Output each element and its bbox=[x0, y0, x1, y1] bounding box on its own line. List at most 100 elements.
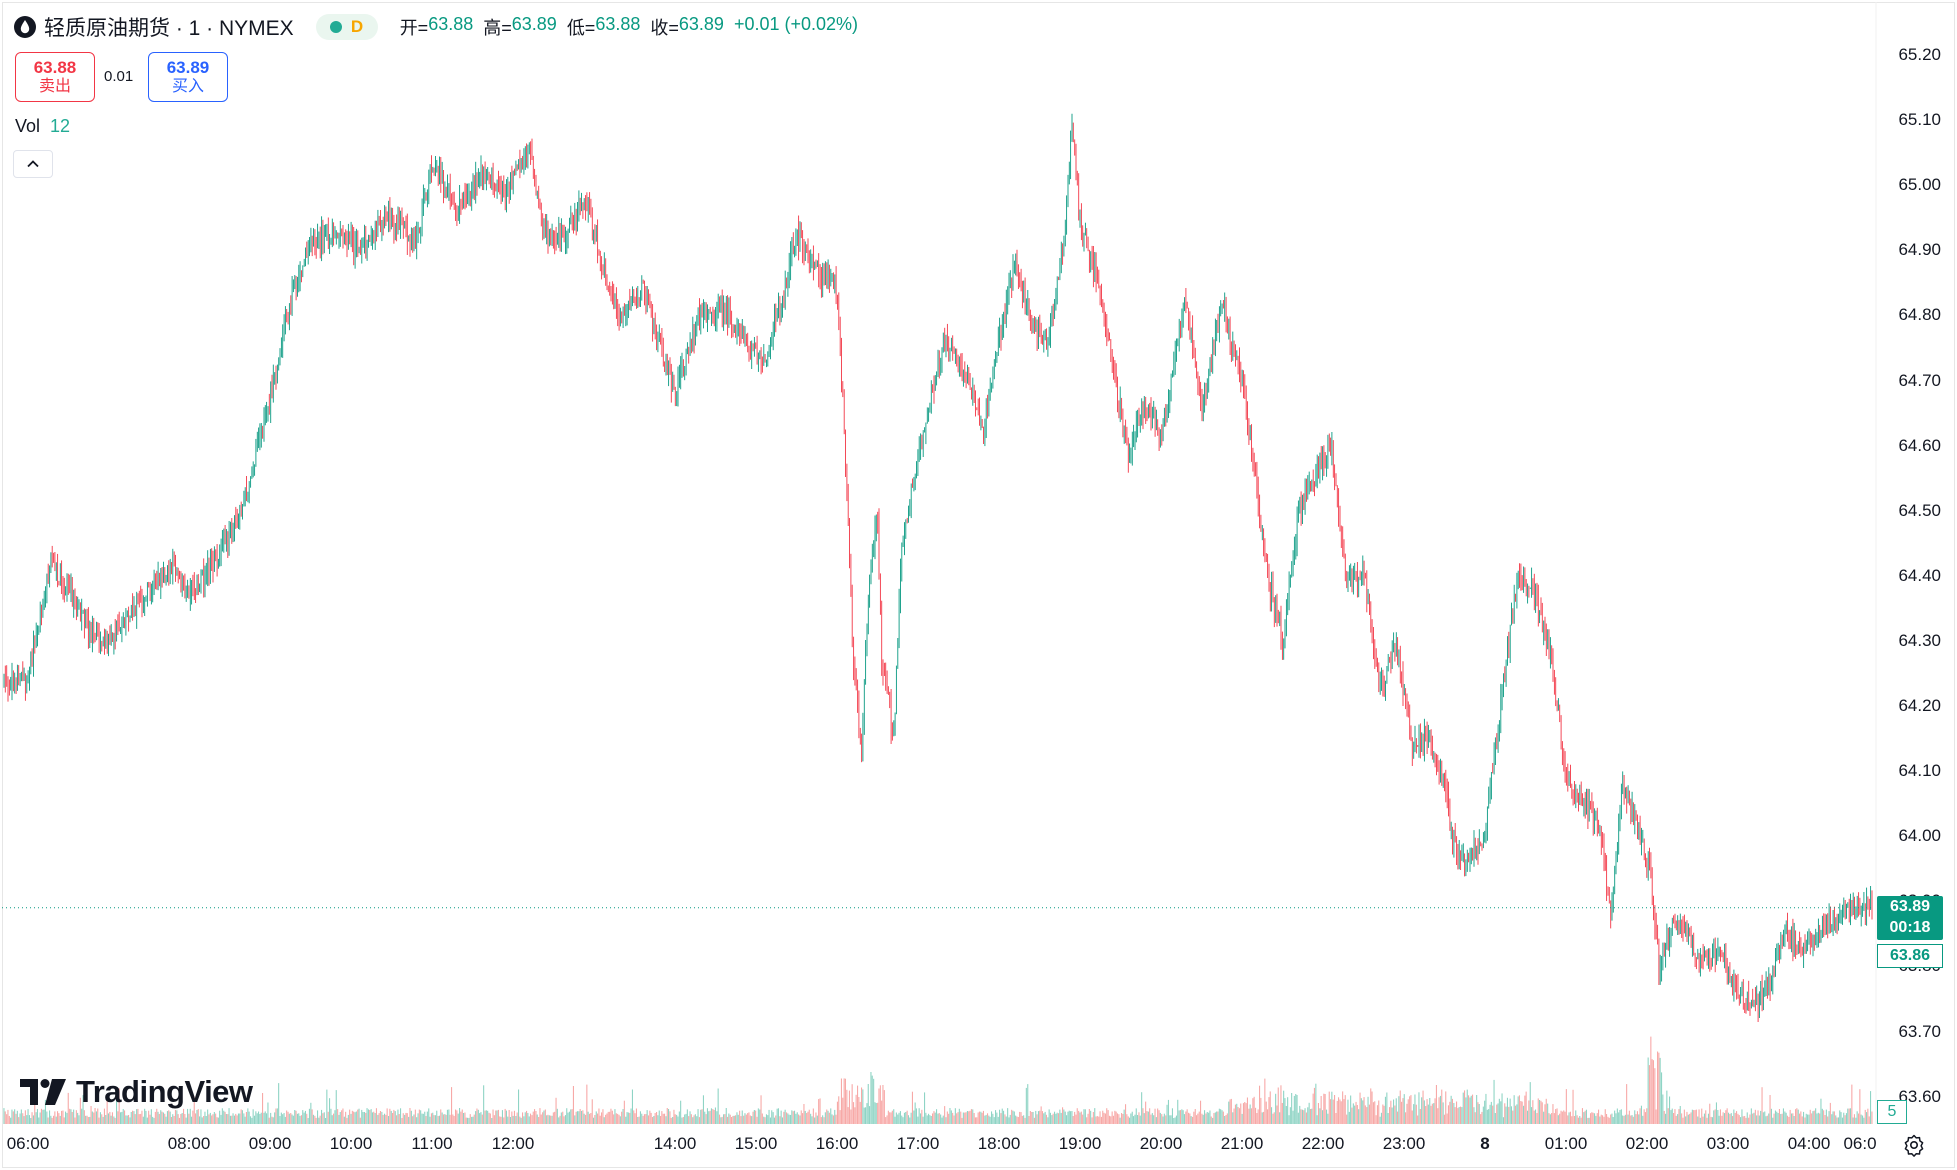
volume-bar bbox=[31, 1112, 33, 1124]
volume-bar bbox=[1573, 1116, 1575, 1124]
volume-bar bbox=[1209, 1110, 1211, 1124]
volume-bar bbox=[1378, 1100, 1380, 1124]
volume-bar bbox=[63, 1117, 65, 1124]
volume-bar bbox=[769, 1117, 771, 1124]
volume-bar bbox=[969, 1110, 971, 1124]
volume-bar bbox=[883, 1090, 885, 1124]
volume-bar bbox=[1766, 1115, 1768, 1124]
volume-bar bbox=[195, 1113, 197, 1124]
volume-bar bbox=[251, 1117, 253, 1124]
volume-bar bbox=[1222, 1111, 1224, 1124]
volume-bar bbox=[497, 1109, 499, 1124]
volume-bar bbox=[752, 1111, 754, 1124]
volume-bar bbox=[611, 1110, 613, 1124]
volume-bar bbox=[759, 1109, 761, 1124]
volume-bar bbox=[593, 1117, 595, 1124]
volume-bar bbox=[14, 1109, 16, 1124]
sell-button[interactable]: 63.88 卖出 bbox=[15, 52, 95, 102]
volume-bar bbox=[802, 1113, 804, 1124]
volume-bar bbox=[366, 1108, 368, 1124]
volume-bar bbox=[400, 1108, 402, 1124]
volume-bar bbox=[385, 1114, 387, 1124]
volume-bar bbox=[661, 1111, 663, 1124]
volume-bar bbox=[1259, 1085, 1261, 1124]
volume-bar bbox=[1204, 1110, 1206, 1124]
volume-bar bbox=[993, 1117, 995, 1124]
volume-bar bbox=[911, 1091, 913, 1124]
tradingview-watermark[interactable]: TradingView bbox=[20, 1074, 253, 1110]
volume-bar bbox=[1624, 1114, 1626, 1124]
volume-bar bbox=[308, 1108, 310, 1124]
volume-bar bbox=[1670, 1110, 1672, 1124]
volume-bar bbox=[1001, 1108, 1003, 1124]
volume-bar bbox=[1616, 1108, 1618, 1124]
volume-bar bbox=[1342, 1091, 1344, 1124]
volume-bar bbox=[1371, 1091, 1373, 1124]
collapse-legend-button[interactable] bbox=[13, 150, 53, 178]
volume-bar bbox=[524, 1112, 526, 1124]
volume-bar bbox=[988, 1115, 990, 1124]
volume-bar bbox=[1671, 1108, 1673, 1124]
open-value: 63.88 bbox=[428, 14, 474, 34]
volume-bar bbox=[1535, 1109, 1537, 1124]
volume-bar bbox=[227, 1114, 229, 1124]
volume-bar bbox=[189, 1108, 191, 1124]
buy-button[interactable]: 63.89 买入 bbox=[148, 52, 228, 102]
price-tick-label: 63.70 bbox=[1898, 1021, 1941, 1041]
volume-bar bbox=[426, 1111, 428, 1124]
volume-bar bbox=[1683, 1109, 1685, 1124]
volume-legend[interactable]: Vol 12 bbox=[15, 116, 70, 137]
volume-bar bbox=[24, 1110, 26, 1124]
market-status-badge[interactable]: D bbox=[315, 14, 378, 40]
volume-bar bbox=[1803, 1111, 1805, 1124]
volume-bar bbox=[1331, 1091, 1333, 1124]
volume-bar bbox=[1217, 1111, 1219, 1124]
volume-bar bbox=[748, 1112, 750, 1124]
settings-icon[interactable] bbox=[1902, 1133, 1926, 1157]
volume-bar bbox=[1513, 1095, 1515, 1124]
volume-bar bbox=[1350, 1095, 1352, 1124]
volume-bar bbox=[236, 1115, 238, 1124]
volume-bar bbox=[830, 1108, 832, 1124]
volume-bar bbox=[1281, 1103, 1283, 1124]
volume-bar bbox=[180, 1114, 182, 1124]
volume-bar bbox=[708, 1111, 710, 1124]
volume-bar bbox=[1190, 1116, 1192, 1124]
volume-bar bbox=[208, 1114, 210, 1124]
volume-bar bbox=[406, 1113, 408, 1124]
volume-bar bbox=[1760, 1110, 1762, 1124]
volume-bar bbox=[457, 1113, 459, 1124]
volume-bar bbox=[966, 1111, 968, 1124]
volume-bar bbox=[1067, 1111, 1069, 1124]
volume-bar bbox=[480, 1112, 482, 1124]
volume-bar bbox=[760, 1095, 762, 1124]
time-tick-label: 02:00 bbox=[1625, 1134, 1669, 1153]
volume-bar bbox=[1635, 1114, 1637, 1124]
volume-bar bbox=[1005, 1116, 1007, 1124]
symbol-title[interactable]: 轻质原油期货 · 1 · NYMEX bbox=[44, 17, 294, 40]
volume-bar bbox=[1000, 1113, 1002, 1124]
volume-bar bbox=[1094, 1108, 1096, 1124]
volume-bar bbox=[1736, 1111, 1738, 1124]
volume-bar bbox=[1675, 1115, 1677, 1124]
volume-bar bbox=[160, 1110, 162, 1124]
volume-bar bbox=[1192, 1116, 1194, 1124]
volume-bar bbox=[575, 1111, 577, 1124]
volume-bar bbox=[1355, 1101, 1357, 1124]
volume-bar bbox=[574, 1115, 576, 1124]
volume-bar bbox=[1384, 1096, 1386, 1124]
volume-bar bbox=[354, 1112, 356, 1124]
volume-bar bbox=[907, 1115, 909, 1124]
volume-bar bbox=[638, 1116, 640, 1124]
time-tick-label: 21:00 bbox=[1220, 1134, 1264, 1153]
volume-bar bbox=[1127, 1116, 1129, 1124]
volume-bar bbox=[952, 1112, 954, 1124]
volume-bar bbox=[909, 1117, 911, 1124]
volume-bar bbox=[1154, 1108, 1156, 1124]
volume-bar bbox=[492, 1109, 494, 1124]
volume-bar bbox=[16, 1110, 18, 1124]
volume-bar bbox=[1380, 1112, 1382, 1124]
volume-bar bbox=[32, 1115, 34, 1124]
volume-bar bbox=[197, 1109, 199, 1124]
